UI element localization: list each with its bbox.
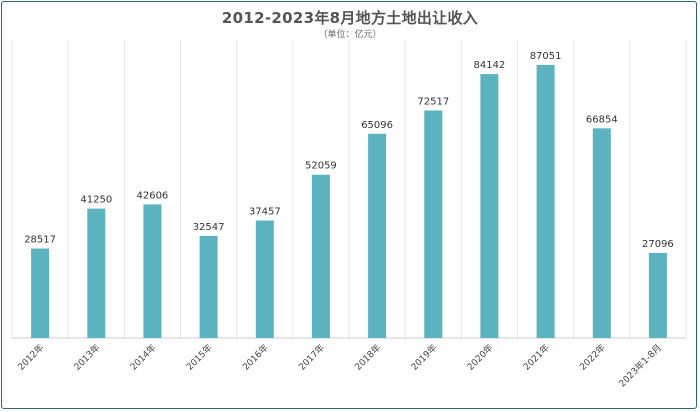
data-label: 27096 [642,239,674,250]
chart-title: 2012-2023年8月地方土地出让收入 [221,9,479,27]
x-tick-label: 2023年1-8月 [616,342,664,390]
x-tick-label: 2015年 [184,342,215,373]
data-label: 42606 [136,190,168,201]
bar [424,110,443,338]
data-label: 87051 [530,51,562,62]
bar [31,248,50,338]
bars [31,64,667,339]
x-tick-label: 2020年 [464,342,495,373]
data-label: 32547 [193,222,225,233]
x-tick-labels: 2012年 2013年 2014年 2015年 2016年 2017年 2018年 2019年… [15,342,664,390]
bar [480,74,499,338]
chart-subtitle: （单位：亿元） [318,30,382,40]
bar [143,204,162,338]
gridlines [11,40,687,339]
bar [311,174,330,338]
x-tick-label: 2017年 [296,342,327,373]
bar [87,208,106,338]
bar [592,128,611,338]
bar [648,253,667,338]
data-label: 37457 [249,207,281,218]
data-label: 84142 [473,60,505,71]
x-tick-label: 2016年 [240,342,271,373]
data-label: 65096 [361,120,393,131]
bar [368,133,387,338]
data-label: 52059 [305,161,337,172]
data-label: 66854 [586,114,618,125]
x-tick-label: 2019年 [408,342,439,373]
bar [536,64,555,339]
x-tick-label: 2014年 [127,342,158,373]
data-label: 72517 [417,97,449,108]
data-labels: 28517 41250 42606 32547 37457 52059 65096 72517… [24,51,674,250]
x-tick-label: 2012年 [15,342,46,373]
data-label: 41250 [80,195,112,206]
bar [199,235,218,338]
x-tick-label: 2018年 [352,342,383,373]
x-tick-label: 2021年 [521,342,552,373]
bar [255,220,274,338]
x-tick-label: 2013年 [71,342,102,373]
x-tick-label: 2022年 [577,342,608,373]
data-label: 28517 [24,235,56,246]
